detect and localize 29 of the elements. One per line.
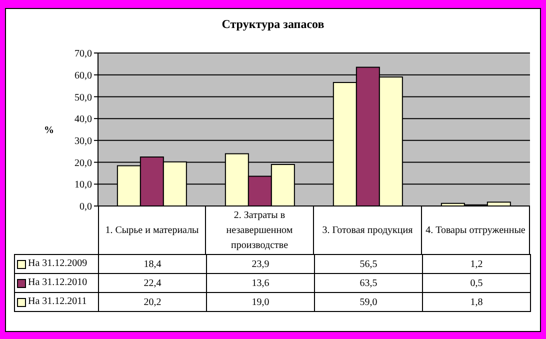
data-label: 1,2 bbox=[422, 254, 530, 274]
x-tick-label: 4. Товары отгруженные bbox=[422, 206, 530, 254]
data-label: 63,5 bbox=[314, 274, 422, 292]
y-tick-label: 20,0 bbox=[74, 158, 92, 169]
y-tick-label: 60,0 bbox=[74, 70, 92, 82]
data-label: 18,4 bbox=[98, 254, 206, 274]
data-label: 56,5 bbox=[314, 254, 422, 274]
y-tick-label: 0,0 bbox=[80, 202, 92, 213]
y-tick-label: 70,0 bbox=[74, 48, 92, 60]
data-label: 19,0 bbox=[206, 292, 314, 312]
y-tick-label: 30,0 bbox=[74, 136, 92, 147]
data-label: 23,9 bbox=[206, 254, 314, 274]
legend-label: На 31.12.2011 bbox=[28, 296, 87, 308]
data-label: 20,2 bbox=[98, 292, 206, 312]
data-label: 13,6 bbox=[206, 274, 314, 292]
x-tick-label: 1. Сырье и материалы bbox=[98, 206, 206, 254]
legend-label: На 31.12.2010 bbox=[28, 278, 88, 289]
data-label: 1,8 bbox=[422, 292, 530, 312]
y-tick-label: 50,0 bbox=[74, 92, 92, 104]
y-axis-title: % bbox=[44, 125, 54, 136]
data-label: 59,0 bbox=[314, 292, 422, 312]
x-tick-label: 2. Затраты в незавершенном производстве bbox=[206, 206, 314, 254]
data-label: 0,5 bbox=[422, 274, 530, 292]
legend-label: На 31.12.2009 bbox=[28, 258, 88, 270]
y-tick-label: 10,0 bbox=[74, 180, 92, 191]
x-tick-label: 3. Готовая продукция bbox=[314, 206, 422, 254]
data-label: 22,4 bbox=[98, 274, 206, 292]
y-tick-label: 40,0 bbox=[74, 114, 92, 126]
chart-title: Структура запасов bbox=[220, 17, 326, 32]
